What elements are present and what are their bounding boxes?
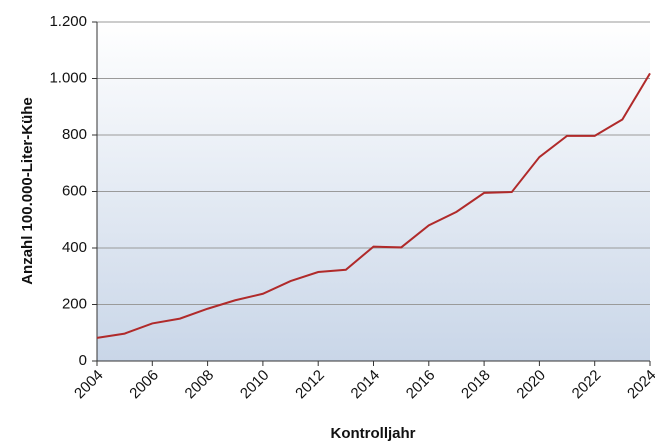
- x-tick-label: 2020: [513, 367, 549, 403]
- x-tick-label: 2010: [237, 367, 273, 403]
- y-tick-label: 0: [79, 352, 87, 369]
- x-tick-label: 2006: [126, 367, 162, 403]
- y-tick-label: 400: [62, 239, 87, 256]
- x-axis-title: Kontrolljahr: [331, 425, 416, 442]
- x-tick-label: 2004: [71, 367, 107, 403]
- y-tick-label: 1.000: [49, 69, 87, 86]
- line: [96, 72, 651, 339]
- x-tick-label: 2008: [182, 367, 218, 403]
- x-tick-label: 2012: [292, 367, 328, 403]
- x-tick-label: 2014: [348, 367, 384, 403]
- y-tick-label: 1.200: [49, 13, 87, 30]
- x-tick-label: 2022: [569, 367, 605, 403]
- x-tick-label: 2024: [624, 367, 655, 403]
- x-tick-label: 2018: [458, 367, 494, 403]
- y-axis-title: Anzahl 100.000-Liter-Kühe: [19, 97, 36, 285]
- x-tick-label: 2016: [403, 367, 439, 403]
- y-tick-label: 200: [62, 295, 87, 312]
- y-tick-label: 800: [62, 126, 87, 143]
- y-tick-label: 600: [62, 182, 87, 199]
